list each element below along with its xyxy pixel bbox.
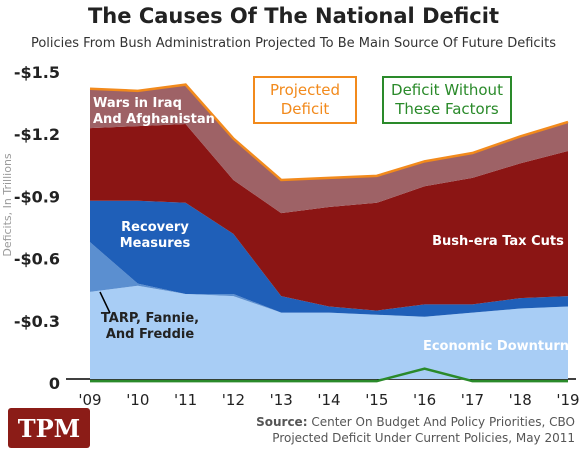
annotation-wars: And Afghanistan (93, 112, 215, 127)
y-tick-label: -$1.2 (14, 125, 60, 144)
y-tick-label: -$0.9 (14, 187, 60, 206)
y-tick-label: -$1.5 (14, 63, 60, 82)
y-tick-label: -$0.3 (14, 312, 60, 331)
y-axis-label: Deficits, In Trillions (1, 153, 14, 257)
x-tick-label: '10 (126, 391, 149, 409)
x-tick-label: '11 (174, 391, 197, 409)
x-tick-label: '17 (461, 391, 484, 409)
x-tick-label: '15 (365, 391, 388, 409)
legend-projected-label: Deficit (281, 100, 330, 118)
projected-deficit-line (89, 83, 569, 182)
annotation-recovery: Recovery (121, 220, 189, 235)
x-tick-label: '16 (413, 391, 436, 409)
tarp-pointer-line (99, 291, 111, 314)
legend-projected-label: Projected (270, 81, 340, 99)
area-wars-in-iraq-and-afghanistan (90, 84, 568, 214)
area-bush-era-tax-cuts (90, 124, 568, 311)
x-tick-label: '13 (270, 391, 293, 409)
deficit-without-line (90, 367, 568, 383)
tpm-logo: TPM (8, 408, 90, 448)
annotation-wars: Wars in Iraq (93, 96, 182, 111)
y-tick-label: -$0.6 (14, 250, 60, 269)
x-tick-label: '14 (317, 391, 340, 409)
y-tick-label: 0 (49, 374, 60, 393)
x-tick-label: '09 (78, 391, 101, 409)
annotation-recovery: Measures (120, 236, 191, 251)
source-lead: Source: (256, 415, 308, 429)
area-recovery-measures (90, 200, 568, 317)
legend-projected-box (253, 76, 357, 124)
legend-without-label: Deficit Without (391, 81, 503, 99)
source-line1: Center On Budget And Policy Priorities, … (311, 415, 575, 429)
x-tick-label: '12 (222, 391, 245, 409)
chart-title: The Causes Of The National Deficit (87, 4, 499, 28)
source-line2: Projected Deficit Under Current Policies… (272, 431, 575, 445)
area-economic-downturn (90, 285, 568, 379)
legend-without-box (382, 76, 512, 124)
x-tick-label: '18 (509, 391, 532, 409)
annotation-tarp: TARP, Fannie, (101, 311, 199, 326)
legend-without-label: These Factors (394, 100, 499, 118)
annotation-tax-cuts: Bush-era Tax Cuts (432, 234, 564, 249)
annotation-tarp: And Freddie (106, 327, 194, 342)
x-tick-label: '19 (556, 391, 579, 409)
annotation-downturn: Economic Downturn (423, 339, 569, 354)
chart-subtitle: Policies From Bush Administration Projec… (30, 36, 557, 51)
source-note: Source: Center On Budget And Policy Prio… (256, 414, 575, 446)
